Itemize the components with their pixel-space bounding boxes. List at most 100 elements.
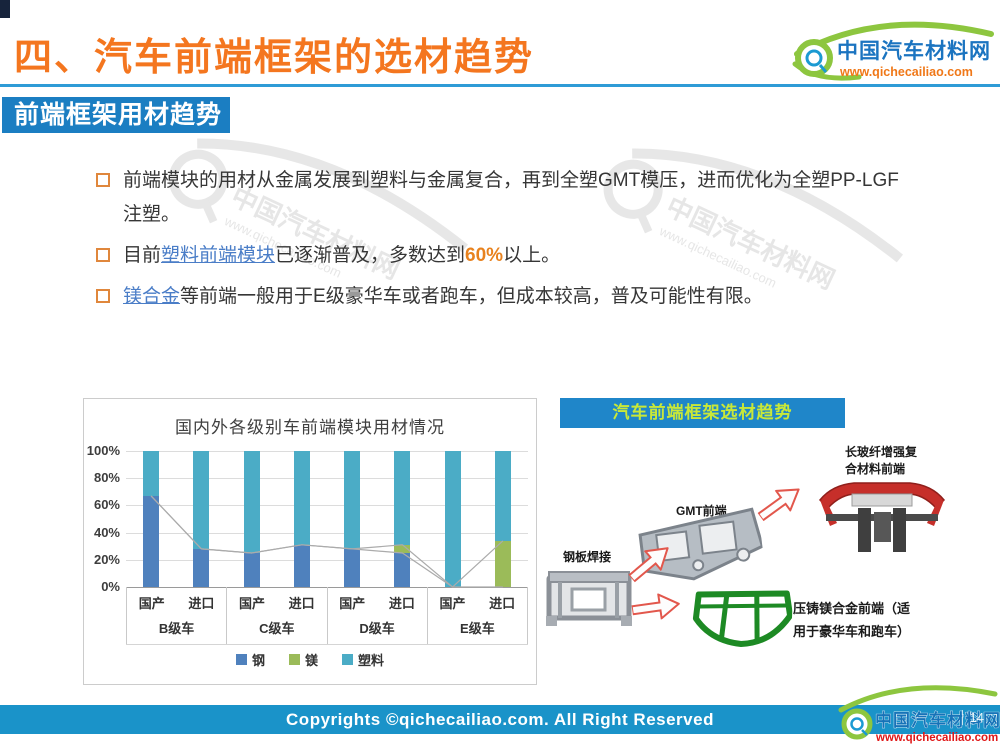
materials-chart: 国内外各级别车前端模块用材情况 0% 20% 40% 60% 80% 100% 国产 进口 B级… xyxy=(83,398,537,685)
bar-segment-镁 xyxy=(494,540,511,587)
bullet-2-mid: 已逐渐普及，多数达到 xyxy=(275,245,466,266)
bar-segment-塑料 xyxy=(444,451,461,587)
bullet-1-text: 前端模块的用材从金属发展到塑料与金属复合，再到全塑GMT模压，进而优化为全塑PP… xyxy=(123,170,899,225)
chart-title: 国内外各级别车前端模块用材情况 xyxy=(175,418,445,437)
legend-swatch-icon xyxy=(342,654,353,665)
bullet-2-post: 以上。 xyxy=(503,245,561,266)
corner-accent xyxy=(0,0,10,18)
logo-q-icon xyxy=(805,49,823,67)
right-panel-title: 汽车前端框架选材趋势 xyxy=(560,398,845,428)
page-number: 14 xyxy=(961,710,984,725)
legend-item: 塑料 xyxy=(342,650,384,669)
bar-segment-钢 xyxy=(344,548,361,587)
series-lines xyxy=(150,495,504,588)
gridline xyxy=(126,478,528,480)
legend-item: 镁 xyxy=(288,650,318,669)
link-magnesium-alloy[interactable]: 镁合金 xyxy=(123,286,181,307)
legend-swatch-icon xyxy=(235,654,247,665)
footer-bar xyxy=(0,705,1000,734)
page-title: 四、汽车前端框架的选材趋势 xyxy=(14,37,535,79)
bullet-square-icon xyxy=(96,248,110,262)
bar-segment-钢 xyxy=(193,548,210,587)
x-sublabel: 进口 xyxy=(489,596,516,611)
bar-segment-塑料 xyxy=(143,451,160,496)
bar-segment-钢 xyxy=(293,544,310,587)
link-plastic-front-module[interactable]: 塑料前端模块 xyxy=(161,245,276,266)
gridline xyxy=(126,451,528,452)
x-sublabel: 国产 xyxy=(138,596,165,611)
gridline xyxy=(126,505,528,507)
logo-q-icon xyxy=(850,717,864,731)
logo-q-tail-icon xyxy=(818,64,828,73)
label-composite-front-end-line1: 长玻纤增强复 xyxy=(845,445,918,459)
bullet-list: 前端模块的用材从金属发展到塑料与金属复合，再到全塑GMT模压，进而优化为全塑PP… xyxy=(95,164,917,321)
x-axis-subrow: 国产 进口 xyxy=(127,587,226,618)
logo-name: 中国汽车材料网 xyxy=(837,39,991,63)
label-composite-front-end-line2: 合材料前端 xyxy=(845,462,906,476)
bullet-item-3: 镁合金等前端一般用于E级豪华车或者跑车，但成本较高，普及可能性有限。 xyxy=(95,280,917,314)
arrow-steel-to-gmt-icon xyxy=(627,547,670,583)
bar-segment-塑料 xyxy=(494,451,511,541)
bar-segment-钢 xyxy=(143,495,160,587)
bullet-item-2: 目前塑料前端模块已逐渐普及，多数达到60%以上。 xyxy=(95,239,917,273)
bar-segment-塑料 xyxy=(293,451,310,545)
site-logo[interactable]: 中国汽车材料网 www.qichecailiao.com xyxy=(785,6,1000,84)
x-sublabel: 国产 xyxy=(239,596,266,611)
bar-segment-塑料 xyxy=(243,451,260,553)
legend-label: 塑料 xyxy=(358,653,385,668)
x-axis-group: 国产 进口 E级车 xyxy=(426,587,528,644)
x-axis-subrow: 国产 进口 xyxy=(328,587,427,618)
section-banner: 前端框架用材趋势 xyxy=(2,97,230,133)
gridline xyxy=(126,532,528,534)
bullet-square-icon xyxy=(96,289,110,303)
x-axis: 国产 进口 B级车 国产 进口 C级车 国产 进口 D级车 国产 进口 E级车 xyxy=(126,587,528,645)
x-group-label: B级车 xyxy=(158,621,195,636)
x-axis-group: 国产 进口 B级车 xyxy=(126,587,226,644)
x-group-label: D级车 xyxy=(359,621,395,636)
legend-swatch-icon xyxy=(288,654,300,665)
label-steel-welded: 钢板焊接 xyxy=(563,550,612,564)
label-magnesium-front-end-line1: 压铸镁合金前端（适 xyxy=(793,601,911,616)
x-group-label: C级车 xyxy=(259,621,295,636)
footer-logo-name: 中国汽车材料网 xyxy=(875,710,1000,730)
y-tick-label: 100% xyxy=(86,443,120,458)
label-gmt-front-end: GMT前端 xyxy=(676,504,727,518)
composite-frame-image xyxy=(818,482,946,552)
bullet-3-text: 等前端一般用于E级豪华车或者跑车，但成本较高，普及可能性有限。 xyxy=(180,286,763,307)
bullet-2-pre: 目前 xyxy=(123,245,162,266)
x-sublabel: 国产 xyxy=(339,596,366,611)
y-tick-label: 60% xyxy=(93,497,120,513)
bar-segment-镁 xyxy=(394,544,411,553)
gridline xyxy=(126,559,528,561)
bar-segment-塑料 xyxy=(394,451,411,545)
bullet-2-percent: 60% xyxy=(465,245,504,266)
footer-copyright: Copyrights ©qichecailiao.com. All Right … xyxy=(286,710,714,729)
legend-label: 镁 xyxy=(304,653,318,668)
legend-item: 钢 xyxy=(235,650,265,669)
y-tick-label: 40% xyxy=(93,524,120,540)
bullet-square-icon xyxy=(96,173,110,187)
label-magnesium-front-end-line2: 用于豪华车和跑车） xyxy=(793,624,911,639)
footer-logo[interactable]: 中国汽车材料网 www.qichecailiao.com xyxy=(835,672,1000,744)
x-axis-subrow: 国产 进口 xyxy=(428,587,527,618)
x-sublabel: 国产 xyxy=(439,596,466,611)
x-axis-group: 国产 进口 C级车 xyxy=(226,587,326,644)
car-roof-swoosh-icon xyxy=(838,685,998,713)
bar-segment-塑料 xyxy=(193,451,210,549)
steel-frame-image xyxy=(546,571,632,626)
arrow-steel-to-magnesium-icon xyxy=(630,592,681,621)
y-tick-label: 80% xyxy=(93,470,120,486)
x-group-label: E级车 xyxy=(460,621,495,636)
y-tick-label: 20% xyxy=(93,551,120,567)
bar-segment-钢 xyxy=(394,553,411,587)
y-tick-label: 0% xyxy=(101,579,120,594)
x-sublabel: 进口 xyxy=(388,596,415,611)
logo-url: www.qichecailiao.com xyxy=(839,65,973,79)
legend-label: 钢 xyxy=(251,653,265,668)
bar-segment-塑料 xyxy=(344,451,361,549)
logo-q-tail-icon xyxy=(861,729,868,736)
gmt-frame-image xyxy=(638,507,765,581)
x-axis-subrow: 国产 进口 xyxy=(227,587,326,618)
chart-legend: 钢 镁 塑料 xyxy=(84,650,536,669)
